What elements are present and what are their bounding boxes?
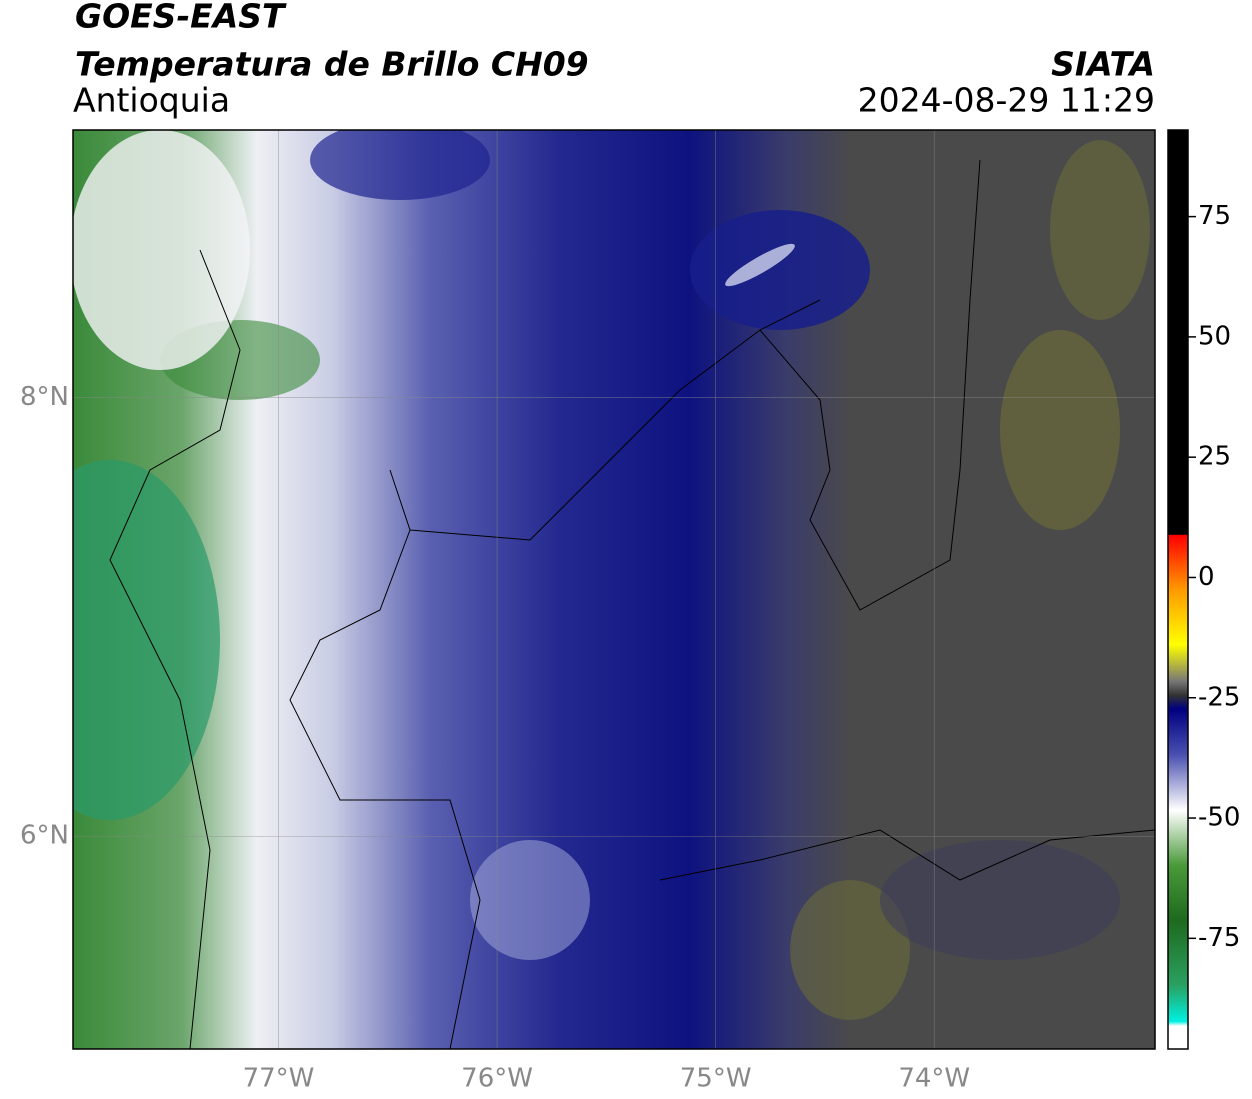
region: Antioquia bbox=[73, 81, 230, 120]
map-frame bbox=[72, 129, 1156, 1050]
colorbar-tick-label: -25 bbox=[1198, 682, 1240, 712]
y-tick-label: 8°N bbox=[20, 382, 69, 412]
x-tick-label: 76°W bbox=[461, 1064, 533, 1094]
imagery bbox=[73, 130, 1155, 1049]
source: SIATA bbox=[1051, 45, 1155, 84]
cloud bbox=[690, 210, 870, 330]
x-tick-label: 74°W bbox=[898, 1064, 970, 1094]
cloud bbox=[310, 130, 490, 200]
surface bbox=[1050, 140, 1150, 320]
cloud bbox=[470, 840, 590, 960]
border bbox=[289, 469, 481, 1049]
colorbar-tick-label: 75 bbox=[1198, 201, 1231, 231]
colorbar-tick-label: 25 bbox=[1198, 442, 1231, 472]
border bbox=[759, 159, 981, 611]
colorbar-tick-label: -75 bbox=[1198, 923, 1240, 953]
surface bbox=[880, 840, 1120, 960]
colorbar-tick-label: 0 bbox=[1198, 562, 1215, 592]
cloud-free bbox=[73, 460, 220, 820]
subtitle: Temperatura de Brillo CH09 bbox=[75, 45, 589, 84]
colorbar-tick-label: 50 bbox=[1198, 321, 1231, 351]
surface bbox=[1000, 330, 1120, 530]
colorbar bbox=[1167, 129, 1189, 1050]
grid bbox=[73, 130, 1155, 1049]
border bbox=[409, 299, 821, 541]
title: GOES-EAST bbox=[75, 0, 287, 36]
timestamp: 2024-08-29 11:29 bbox=[858, 81, 1155, 120]
surface bbox=[790, 880, 910, 1020]
x-tick-label: 75°W bbox=[680, 1064, 752, 1094]
border bbox=[659, 829, 1155, 881]
x-tick-label: 77°W bbox=[243, 1064, 315, 1094]
cloud bbox=[725, 243, 795, 287]
y-tick-label: 6°N bbox=[20, 821, 69, 851]
colorbar-tick-label: -50 bbox=[1198, 803, 1240, 833]
cloud bbox=[73, 130, 250, 370]
coastline bbox=[109, 249, 241, 1049]
